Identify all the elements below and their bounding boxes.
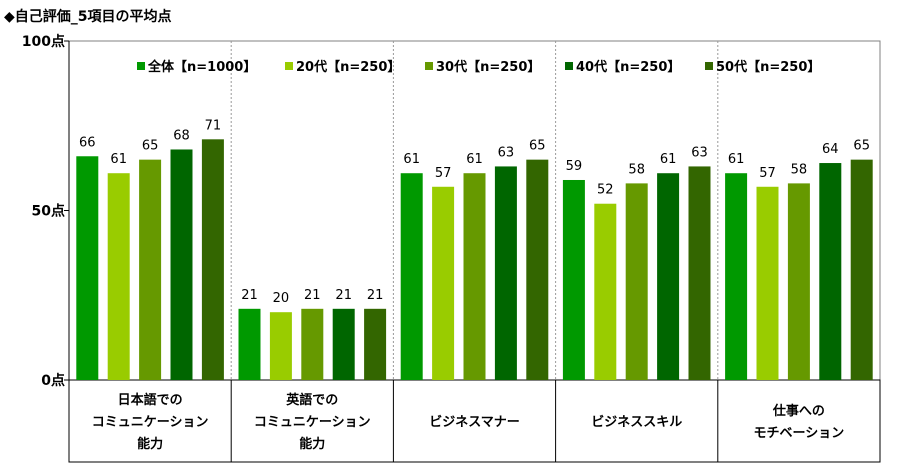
bar	[238, 308, 261, 380]
y-tick-label: 50点	[32, 203, 65, 220]
plot-frame	[68, 40, 881, 463]
value-label: 59	[566, 159, 583, 174]
value-label: 21	[241, 288, 258, 303]
value-label: 65	[529, 139, 546, 154]
value-label: 58	[628, 162, 645, 177]
category-label-line: 日本語での	[118, 392, 183, 408]
bar	[756, 186, 779, 380]
value-label: 66	[79, 135, 96, 150]
legend-label: 50代【n=250】	[716, 59, 820, 75]
value-label: 58	[791, 162, 808, 177]
bar	[625, 183, 648, 380]
value-label: 65	[853, 139, 870, 154]
bar	[688, 166, 711, 380]
value-label: 63	[498, 145, 515, 160]
bar	[594, 203, 617, 380]
legend: 全体【n=1000】 20代【n=250】 30代【n=250】 40代【n=250】…	[137, 59, 820, 75]
value-label: 21	[367, 288, 384, 303]
y-tick-label: 100点	[22, 33, 65, 50]
value-label: 57	[759, 166, 776, 181]
bar	[657, 173, 680, 380]
legend-label: 40代【n=250】	[576, 59, 680, 75]
bar	[787, 183, 810, 380]
value-label: 71	[205, 118, 222, 133]
category-label: ビジネススキル	[591, 414, 682, 430]
chart-title: ◆自己評価_5項目の平均点	[4, 9, 172, 25]
category-label-line: コミュニケーション	[254, 415, 371, 430]
bar	[526, 159, 549, 380]
bar	[725, 173, 748, 380]
value-label: 52	[597, 183, 614, 198]
value-label: 21	[335, 288, 352, 303]
bar	[301, 308, 324, 380]
bar	[269, 312, 292, 380]
bar	[850, 159, 873, 380]
bar	[562, 179, 585, 380]
legend-swatch	[705, 62, 713, 70]
bar	[170, 149, 193, 380]
value-label: 68	[173, 128, 190, 143]
value-label: 65	[142, 139, 159, 154]
legend-label: 全体【n=1000】	[147, 59, 256, 75]
value-label: 57	[435, 166, 452, 181]
bar	[494, 166, 517, 380]
value-labels-layer: 66 61 65 68 71 21 20 21 21 21 61 57 61 63 65 59 52 58 61 63…	[79, 118, 870, 306]
legend-swatch	[285, 62, 293, 70]
category-label-line: モチベーション	[754, 426, 845, 441]
legend-swatch	[137, 62, 145, 70]
y-axis: 0点 50点 100点	[22, 33, 69, 389]
category-label-line: ビジネススキル	[591, 414, 682, 430]
value-label: 61	[466, 152, 483, 167]
bars-layer	[76, 139, 873, 380]
legend-swatch	[425, 62, 433, 70]
bar	[364, 308, 387, 380]
bar	[139, 159, 162, 380]
bar	[201, 139, 224, 380]
y-tick-label: 0点	[41, 372, 65, 389]
bar	[432, 186, 455, 380]
bar	[819, 163, 842, 380]
category-label: 日本語でのコミュニケーション能力	[92, 392, 209, 452]
category-label-line: 英語での	[285, 392, 338, 408]
value-label: 61	[728, 152, 745, 167]
legend-swatch	[565, 62, 573, 70]
bar	[332, 308, 355, 380]
value-label: 61	[110, 152, 127, 167]
category-label-line: コミュニケーション	[92, 415, 209, 430]
value-label: 64	[822, 142, 839, 157]
bar	[400, 173, 423, 380]
bar	[107, 173, 130, 380]
category-label-line: 能力	[299, 436, 325, 452]
bar	[76, 156, 99, 380]
category-label-line: 能力	[137, 436, 163, 452]
bar	[463, 173, 486, 380]
value-label: 20	[273, 291, 290, 306]
category-label: 英語でのコミュニケーション能力	[254, 392, 371, 452]
value-label: 61	[403, 152, 420, 167]
legend-label: 30代【n=250】	[436, 59, 540, 75]
category-label-line: 仕事への	[772, 403, 825, 419]
value-label: 21	[304, 288, 321, 303]
category-label-line: ビジネスマナー	[429, 414, 520, 430]
value-label: 61	[660, 152, 677, 167]
category-label: 仕事へのモチベーション	[754, 403, 845, 441]
legend-label: 20代【n=250】	[296, 59, 400, 75]
category-label: ビジネスマナー	[429, 414, 520, 430]
value-label: 63	[691, 145, 708, 160]
